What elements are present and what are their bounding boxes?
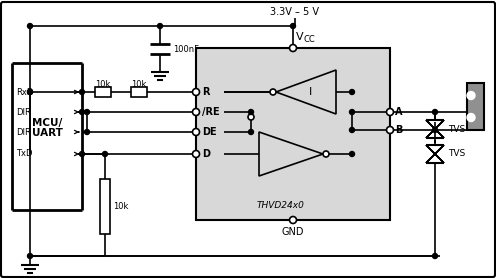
Text: MCU/: MCU/ (32, 118, 62, 128)
Circle shape (103, 152, 108, 157)
Circle shape (290, 44, 297, 51)
Circle shape (27, 254, 33, 259)
Circle shape (27, 90, 33, 95)
Circle shape (192, 150, 199, 158)
Circle shape (386, 126, 393, 133)
Circle shape (158, 24, 163, 29)
Circle shape (79, 152, 84, 157)
Circle shape (433, 128, 437, 133)
Text: R: R (202, 87, 209, 97)
Text: GND: GND (282, 227, 304, 237)
Text: 10k: 10k (113, 202, 128, 211)
Circle shape (192, 88, 199, 96)
Circle shape (386, 108, 393, 115)
Circle shape (350, 110, 355, 115)
Bar (467, 83, 484, 130)
Circle shape (84, 110, 89, 115)
Circle shape (79, 110, 84, 115)
Text: TxD: TxD (16, 150, 33, 158)
Circle shape (27, 24, 33, 29)
Text: DIR: DIR (16, 108, 31, 116)
Text: DE: DE (202, 127, 217, 137)
Text: A: A (395, 107, 402, 117)
Circle shape (433, 254, 437, 259)
Circle shape (192, 128, 199, 135)
Text: RxD: RxD (16, 88, 33, 96)
Circle shape (79, 90, 84, 95)
Text: D: D (202, 149, 210, 159)
Bar (131, 87, 147, 97)
Text: 10k: 10k (95, 80, 111, 88)
Text: CC: CC (304, 34, 316, 43)
Circle shape (84, 130, 89, 135)
Bar (95, 87, 111, 97)
Circle shape (270, 89, 276, 95)
Bar (100, 179, 110, 234)
Circle shape (467, 113, 475, 121)
Circle shape (350, 152, 355, 157)
Text: I: I (310, 87, 312, 97)
Circle shape (248, 110, 253, 115)
Text: TVS: TVS (448, 150, 465, 158)
Circle shape (248, 130, 253, 135)
Circle shape (248, 114, 254, 120)
Circle shape (433, 110, 437, 115)
Bar (196, 48, 390, 220)
Text: 3.3V – 5 V: 3.3V – 5 V (270, 7, 319, 17)
Circle shape (192, 108, 199, 115)
Text: /RE: /RE (202, 107, 220, 117)
Circle shape (27, 90, 33, 95)
Circle shape (467, 91, 475, 100)
Text: 100nF: 100nF (173, 44, 199, 53)
Text: UART: UART (32, 128, 62, 138)
Circle shape (291, 24, 296, 29)
Text: 10k: 10k (131, 80, 147, 88)
Circle shape (323, 151, 329, 157)
Text: B: B (395, 125, 402, 135)
Circle shape (350, 90, 355, 95)
Circle shape (350, 128, 355, 133)
Circle shape (290, 217, 297, 224)
Text: DIR: DIR (16, 128, 31, 136)
Text: TVS: TVS (448, 125, 465, 133)
Text: V: V (296, 32, 304, 42)
Text: THVD24x0: THVD24x0 (257, 202, 305, 210)
